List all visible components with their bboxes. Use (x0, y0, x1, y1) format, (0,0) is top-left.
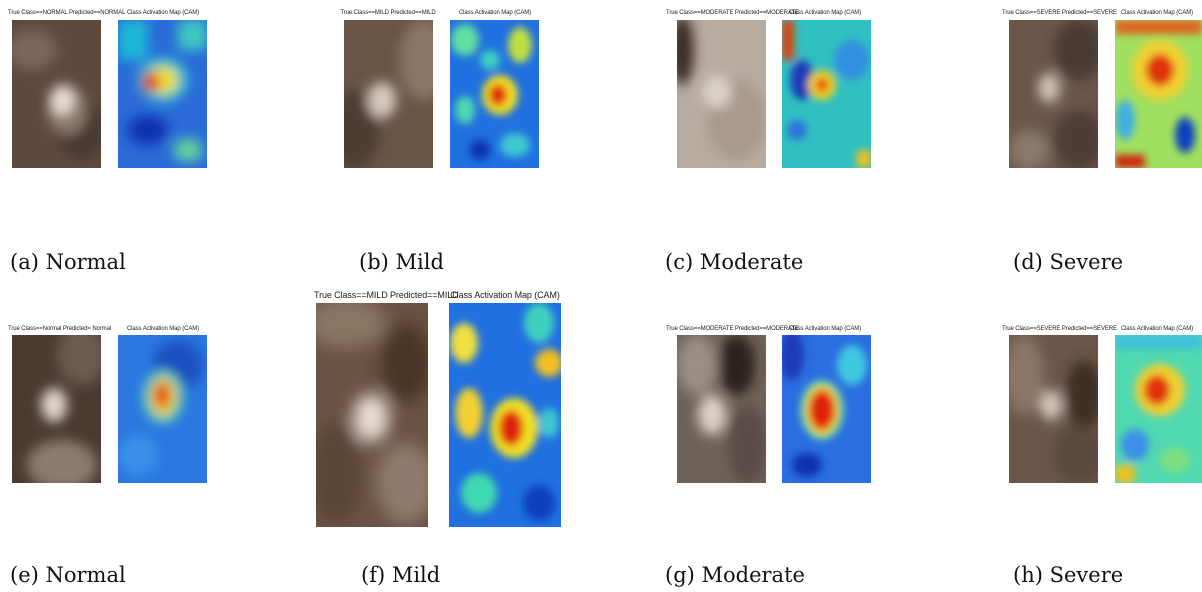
panel-e-xray-image (12, 335, 101, 483)
panel-f-caption: (f) Mild (361, 563, 441, 587)
panel-b-cam-title: Class Activation Map (CAM) (458, 10, 532, 16)
panel-g-caption: (g) Moderate (665, 563, 805, 587)
panel-d-xray-image (1009, 20, 1098, 168)
panel-h-cam-image (1115, 335, 1202, 483)
panel-e-cam-title: Class Activation Map (CAM) (126, 326, 200, 332)
panel-a-xray-image (12, 20, 101, 168)
panel-b-xray-title: True Class==MILD Predicted==MILD (340, 10, 436, 16)
panel-d-cam-image (1115, 20, 1202, 168)
panel-b-xray-image (344, 20, 433, 168)
panel-f-cam-image (449, 303, 561, 527)
panel-h-xray-title: True Class==SEVERE Predicted==SEVERE (1002, 326, 1117, 332)
panel-g-xray-image (677, 335, 766, 483)
panel-f-xray-title: True Class==MILD Predicted==MILD (314, 290, 459, 300)
panel-c-cam-image (782, 20, 871, 168)
panel-f-xray-image (316, 303, 428, 527)
panel-c-caption: (c) Moderate (665, 250, 804, 274)
panel-d-xray-title: True Class==SEVERE Predicted==SEVERE (1002, 10, 1117, 16)
panel-b-caption: (b) Mild (359, 250, 444, 274)
panel-c-xray-title: True Class==MODERATE Predicted==MODERATE (666, 10, 799, 16)
panel-g-cam-title: Class Activation Map (CAM) (788, 326, 862, 332)
panel-h-caption: (h) Severe (1013, 563, 1124, 587)
panel-h-xray-image (1009, 335, 1098, 483)
panel-a-caption: (a) Normal (10, 250, 126, 274)
panel-c-xray-image (677, 20, 766, 168)
panel-g-xray-title: True Class==MODERATE Predicted==MODERATE (666, 326, 799, 332)
panel-g-cam-image (782, 335, 871, 483)
panel-a-cam-image (118, 20, 207, 168)
panel-d-cam-title: Class Activation Map (CAM) (1120, 10, 1194, 16)
panel-e-xray-title: True Class==Normal Predicted= Normal (8, 326, 112, 332)
panel-f-cam-title: Class Activation Map (CAM) (450, 290, 560, 300)
panel-a-cam-title: Class Activation Map (CAM) (126, 10, 200, 16)
panel-e-cam-image (118, 335, 207, 483)
panel-c-cam-title: Class Activation Map (CAM) (788, 10, 862, 16)
panel-h-cam-title: Class Activation Map (CAM) (1120, 326, 1194, 332)
panel-a-xray-title: True Class==NORMAL Predicted==NORMAL (8, 10, 126, 16)
panel-b-cam-image (450, 20, 539, 168)
panel-e-caption: (e) Normal (10, 563, 126, 587)
panel-d-caption: (d) Severe (1013, 250, 1124, 274)
